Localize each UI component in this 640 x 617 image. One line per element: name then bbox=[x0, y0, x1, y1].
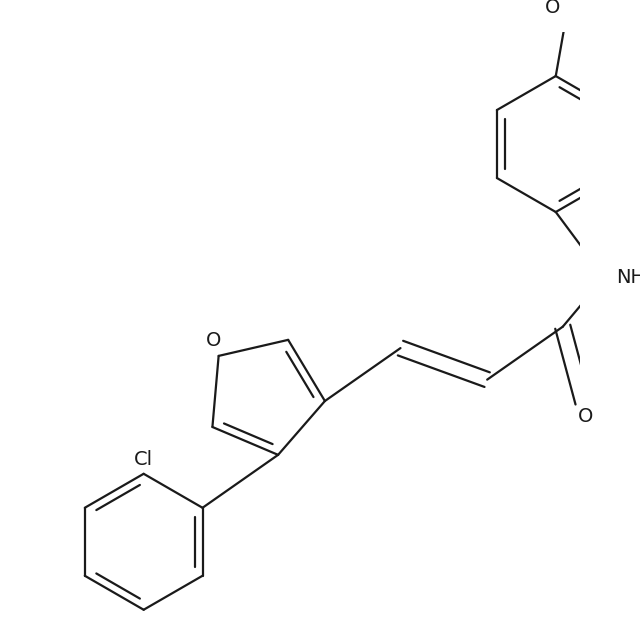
Text: NH: NH bbox=[616, 268, 640, 287]
Text: O: O bbox=[206, 331, 221, 350]
Text: O: O bbox=[545, 0, 561, 17]
Text: O: O bbox=[578, 407, 593, 426]
Text: Cl: Cl bbox=[134, 450, 153, 469]
